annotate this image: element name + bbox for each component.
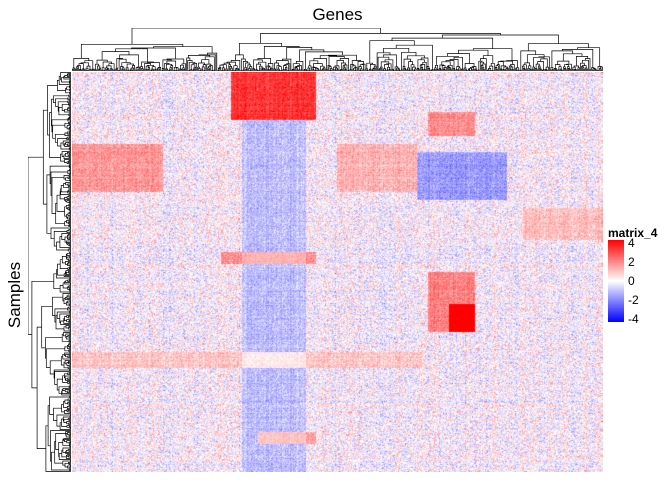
legend-tick-neg2: -2 [628, 293, 639, 307]
legend-tick-0: 0 [628, 274, 635, 288]
row-dendrogram [28, 72, 71, 472]
legend-color-bar [608, 240, 624, 322]
color-legend: matrix_4 4 2 0 -2 -4 [608, 226, 672, 326]
column-dendrogram-branches [72, 28, 603, 71]
legend-tick-2: 2 [628, 255, 635, 269]
column-dendrogram [72, 28, 603, 71]
legend-title: matrix_4 [608, 226, 658, 240]
column-title: Genes [312, 5, 363, 24]
row-title-wrapper: Samples [1, 200, 29, 390]
row-dendrogram-branches [28, 72, 71, 472]
legend-tick-neg4: -4 [628, 312, 639, 326]
legend-tick-4: 4 [628, 236, 635, 250]
heatmap-cells [72, 72, 603, 472]
row-title: Samples [5, 261, 24, 329]
